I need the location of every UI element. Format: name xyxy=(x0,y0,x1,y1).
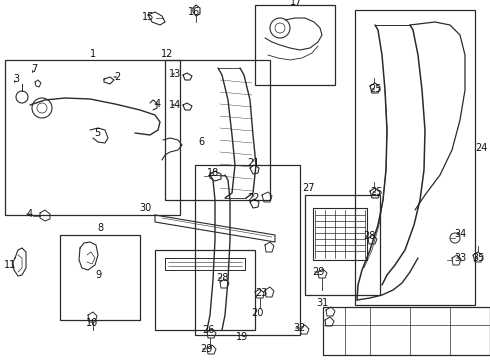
Text: 34: 34 xyxy=(454,229,466,239)
Bar xyxy=(165,60,270,200)
Text: 14: 14 xyxy=(169,100,181,110)
Text: 27: 27 xyxy=(302,183,314,193)
Bar xyxy=(155,250,255,330)
Text: 13: 13 xyxy=(169,69,181,79)
Text: 7: 7 xyxy=(31,64,37,74)
Text: 26: 26 xyxy=(202,325,214,335)
Text: 6: 6 xyxy=(198,137,204,147)
Text: 24: 24 xyxy=(475,143,487,153)
Text: 25: 25 xyxy=(370,187,382,197)
Text: 21: 21 xyxy=(247,158,259,168)
Text: 12: 12 xyxy=(161,49,173,59)
Text: 1: 1 xyxy=(90,49,96,59)
Text: 10: 10 xyxy=(86,318,98,328)
Text: 32: 32 xyxy=(293,323,305,333)
Bar xyxy=(60,235,140,320)
Text: 19: 19 xyxy=(236,332,248,342)
Text: 4: 4 xyxy=(155,99,161,109)
Text: 11: 11 xyxy=(4,260,16,270)
Text: 29: 29 xyxy=(312,267,324,277)
Text: 20: 20 xyxy=(251,308,263,318)
Text: 30: 30 xyxy=(139,203,151,213)
Text: 4: 4 xyxy=(27,209,33,219)
Bar xyxy=(355,10,475,305)
Text: 17: 17 xyxy=(290,0,302,7)
Text: 31: 31 xyxy=(316,298,328,308)
Bar xyxy=(5,60,180,215)
Text: 8: 8 xyxy=(97,223,103,233)
Text: 3: 3 xyxy=(13,74,19,84)
Text: 23: 23 xyxy=(255,288,267,298)
Text: 15: 15 xyxy=(142,12,154,22)
Text: 29: 29 xyxy=(200,344,212,354)
Text: 28: 28 xyxy=(216,273,228,283)
Text: 16: 16 xyxy=(188,7,200,17)
Text: 25: 25 xyxy=(369,84,381,94)
Text: 2: 2 xyxy=(114,72,120,82)
Text: 33: 33 xyxy=(454,253,466,263)
Text: 22: 22 xyxy=(247,193,259,203)
Bar xyxy=(195,165,300,335)
Text: 28: 28 xyxy=(363,231,375,241)
Text: 5: 5 xyxy=(94,128,100,138)
Text: 35: 35 xyxy=(472,253,484,263)
Bar xyxy=(255,5,335,85)
Text: 9: 9 xyxy=(95,270,101,280)
Text: 18: 18 xyxy=(207,168,219,178)
Bar xyxy=(305,195,380,295)
